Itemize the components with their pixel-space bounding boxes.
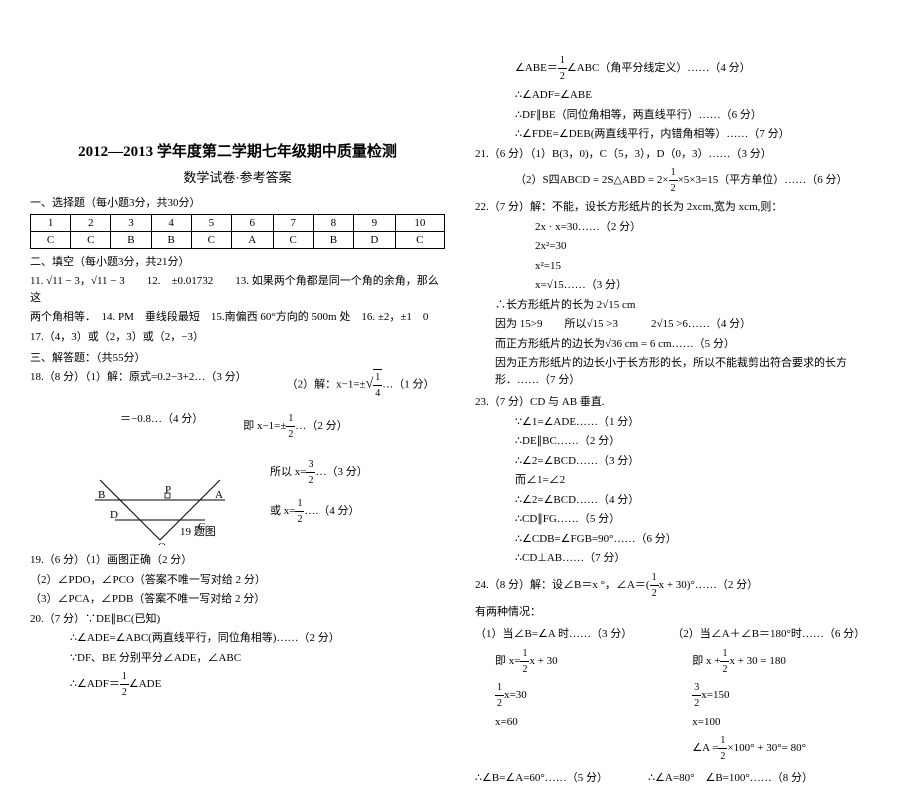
r22h: 而正方形纸片的边长为√36 cm = 6 cm……（5 分）	[475, 336, 890, 353]
q18-row1: 18.（8 分）（1）解：原式=0.2−3+2…（3 分） （2）解：x−1=±…	[30, 369, 445, 401]
r23c: ∴DE∥BC……（2 分）	[475, 433, 890, 450]
r22d: x²=15	[475, 258, 890, 275]
r23f: ∴∠2=∠BCD……（4 分）	[475, 492, 890, 509]
r24m: x=100	[672, 714, 865, 731]
r24-cases: （1）当∠B=∠A 时……（3 分） 即 x=12x + 30 12x=30 x…	[475, 623, 890, 767]
r24a-wrap: 24.（8 分）解：设∠B＝x °，∠A＝(12x + 30)°……（2 分）	[475, 570, 890, 601]
r24j-wrap: 12x=30	[475, 680, 632, 711]
section-1: 一、选择题（每小题3分，共30分）	[30, 194, 445, 210]
r24d: （1）当∠B=∠A 时……（3 分）	[475, 626, 632, 643]
q20d-wrap: ∴∠ADF＝12∠ADE	[30, 669, 445, 700]
q19a: 19.（6 分）（1）画图正确（2 分）	[30, 552, 445, 569]
q17: 17.（4，3）或（2，3）或（2，−3）	[30, 329, 445, 346]
doc-subtitle: 数学试卷·参考答案	[30, 167, 445, 186]
section-3: 三、解答题：（共55分）	[30, 349, 445, 365]
q18b-wrap: （2）解：x−1=±√14…（1 分）	[287, 369, 435, 401]
case2: （2）当∠A＋∠B＝180°时……（6 分） 即 x +12x + 30 = 1…	[672, 623, 865, 767]
left-column: 2012—2013 学年度第二学期七年级期中质量检测 数学试卷·参考答案 一、选…	[30, 50, 445, 630]
r24e: （2）当∠A＋∠B＝180°时……（6 分）	[672, 626, 865, 643]
q18-right: 所以 x=32…（3 分） 或 x=12….（4 分）	[270, 445, 368, 549]
q19b: （2）∠PDO，∠PCO（答案不唯一写对给 2 分）	[30, 572, 445, 589]
r23h: ∴∠CDB=∠FGB=90°……（6 分）	[475, 531, 890, 548]
r22f: ∴长方形纸片的长为 2√15 cm	[475, 297, 890, 314]
r23a: 23.（7 分）CD 与 AB 垂直.	[475, 394, 890, 411]
svg-text:O: O	[158, 541, 166, 545]
q20b: ∴∠ADE=∠ABC(两直线平行，同位角相等)……（2 分）	[30, 630, 445, 647]
r20e: ∴∠FDE=∠DEB(两直线平行，内错角相等）……（7 分）	[475, 126, 890, 143]
r24c: 有两种情况：	[475, 604, 890, 621]
r20a-wrap: ∠ABE＝12∠ABC（角平分线定义）……（4 分）	[475, 53, 890, 84]
svg-text:D: D	[110, 509, 118, 521]
answer-table: 12345678910 CCBBCACBDC	[30, 214, 445, 249]
geometry-diagram: B A D C O P 19 题图	[90, 455, 230, 539]
q11b: 两个角相等． 14. PM 垂线段最短 15.南偏西 60°方向的 500m 处…	[30, 309, 445, 326]
q20a: 20.（7 分）∵DE∥BC(已知)	[30, 611, 445, 628]
r23i: ∴CD⊥AB……（7 分）	[475, 550, 890, 567]
q18a: 18.（8 分）（1）解：原式=0.2−3+2…（3 分）	[30, 369, 247, 401]
r24-final: ∴∠B=∠A=60°……（5 分） ∴∠A=80° ∠B=100°……（8 分）	[475, 767, 890, 790]
section-2: 二、填空（每小题3分，共21分）	[30, 253, 445, 269]
r24n-wrap: ∠A =12×100° + 30°= 80°	[672, 733, 865, 764]
right-column: ∠ABE＝12∠ABC（角平分线定义）……（4 分） ∴∠ADF=∠ABE ∴D…	[475, 50, 890, 630]
r24h-wrap: 即 x +12x + 30 = 180	[672, 646, 865, 677]
q11: 11. √11 − 3，√11 − 3 12. ±0.01732 13. 如果两…	[30, 273, 445, 306]
r22i: 因为正方形纸片的边长小于长方形的长，所以不能裁剪出符合要求的长方形．……（7 分…	[475, 355, 890, 388]
q19c: （3）∠PCA，∠PDB（答案不唯一写对给 2 分）	[30, 591, 445, 608]
doc-title: 2012—2013 学年度第二学期七年级期中质量检测	[30, 140, 445, 161]
q18e-wrap: 即 x−1=±12…（2 分）	[243, 411, 347, 442]
q18i-wrap: 或 x=12….（4 分）	[270, 496, 368, 527]
r23b: ∵∠1=∠ADE……（1 分）	[475, 414, 890, 431]
r22c: 2x²=30	[475, 238, 890, 255]
r22a: 22.（7 分）解：不能，设长方形纸片的长为 2xcm,宽为 xcm,则：	[475, 199, 890, 216]
r22b: 2x · x=30……（2 分）	[475, 219, 890, 236]
r24l: x=60	[475, 714, 632, 731]
r22g: 因为 15>9 所以√15 >3 2√15 >6……（4 分）	[475, 316, 890, 333]
r23e: 而∠1=∠2	[475, 472, 890, 489]
q18d: ＝−0.8…（4 分）	[30, 411, 203, 442]
svg-text:B: B	[98, 489, 105, 501]
r24q: ∴∠A=80° ∠B=100°……（8 分）	[648, 770, 813, 787]
r23d: ∴∠2=∠BCD……（3 分）	[475, 453, 890, 470]
r24p: ∴∠B=∠A=60°……（5 分）	[475, 770, 608, 787]
r24f-wrap: 即 x=12x + 30	[475, 646, 632, 677]
q20c: ∵DF、BE 分别平分∠ADE，∠ABC	[30, 650, 445, 667]
r20d: ∴DF∥BE（同位角相等，两直线平行）……（6 分）	[475, 107, 890, 124]
q18g-wrap: 所以 x=32…（3 分）	[270, 457, 368, 488]
r23g: ∴CD∥FG……（5 分）	[475, 511, 890, 528]
diagram-row: B A D C O P 19 题图 所以 x=32…（3 分） 或 x=12….…	[30, 445, 445, 549]
r21b-wrap: （2）S四ABCD = 2S△ABD = 2×12×5×3=15（平方单位）………	[475, 165, 890, 196]
r22e: x=√15……（3 分）	[475, 277, 890, 294]
r21a: 21.（6 分）（1）B(3，0)，C（5，3），D（0，3）……（3 分）	[475, 146, 890, 163]
table-row: CCBBCACBDC	[31, 232, 445, 249]
r20c: ∴∠ADF=∠ABE	[475, 87, 890, 104]
table-row: 12345678910	[31, 215, 445, 232]
case1: （1）当∠B=∠A 时……（3 分） 即 x=12x + 30 12x=30 x…	[475, 623, 632, 767]
svg-text:A: A	[215, 489, 223, 501]
q18-row2: ＝−0.8…（4 分） 即 x−1=±12…（2 分）	[30, 411, 445, 442]
r24k-wrap: 32x=150	[672, 680, 865, 711]
